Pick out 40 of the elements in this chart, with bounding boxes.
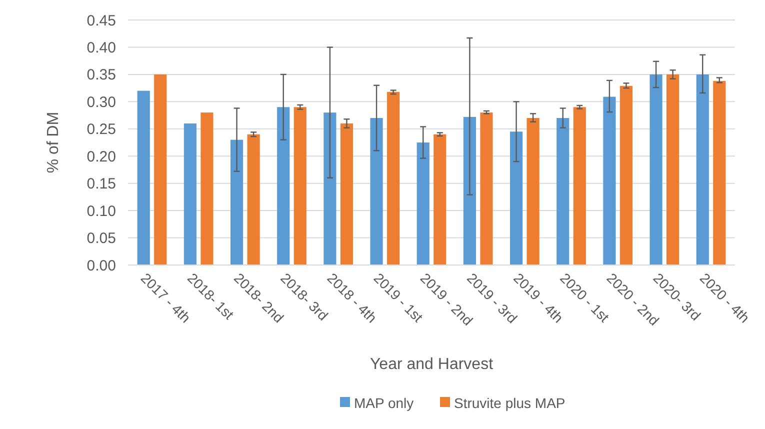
bar <box>666 74 680 265</box>
bar <box>370 118 383 265</box>
x-axis-title: Year and Harvest <box>370 356 494 373</box>
bar <box>526 118 540 265</box>
bar <box>247 134 260 265</box>
bar <box>277 107 290 265</box>
bar <box>620 86 633 265</box>
y-tick-label: 0.05 <box>86 230 116 248</box>
y-axis-title: % of DM <box>45 112 62 174</box>
y-tick-label: 0.00 <box>86 257 116 274</box>
y-tick-label: 0.40 <box>86 39 116 56</box>
bar <box>416 142 430 265</box>
bar <box>463 116 476 265</box>
bar <box>340 123 354 265</box>
bar <box>137 90 150 265</box>
bar <box>387 92 400 265</box>
y-tick-label: 0.25 <box>86 121 116 138</box>
bar <box>434 134 446 265</box>
y-tick-label: 0.20 <box>86 148 116 166</box>
y-tick-label: 0.45 <box>86 12 116 30</box>
bar <box>294 107 306 265</box>
bar <box>230 140 244 265</box>
bar <box>696 74 709 265</box>
bar <box>200 112 214 265</box>
bar <box>510 132 523 265</box>
bar <box>573 107 586 265</box>
y-tick-label: 0.10 <box>86 202 116 220</box>
bar <box>603 96 616 265</box>
bar <box>713 80 726 265</box>
bar <box>650 74 662 265</box>
legend-label: Struvite plus MAP <box>454 394 566 411</box>
bar <box>184 123 196 265</box>
bar <box>480 112 493 265</box>
y-tick-label: 0.15 <box>86 176 116 193</box>
bar <box>324 112 336 265</box>
y-tick-label: 0.35 <box>86 66 116 84</box>
legend-label: MAP only <box>354 394 414 411</box>
y-tick-label: 0.30 <box>86 94 116 111</box>
bar <box>556 118 570 265</box>
bar <box>154 74 167 265</box>
